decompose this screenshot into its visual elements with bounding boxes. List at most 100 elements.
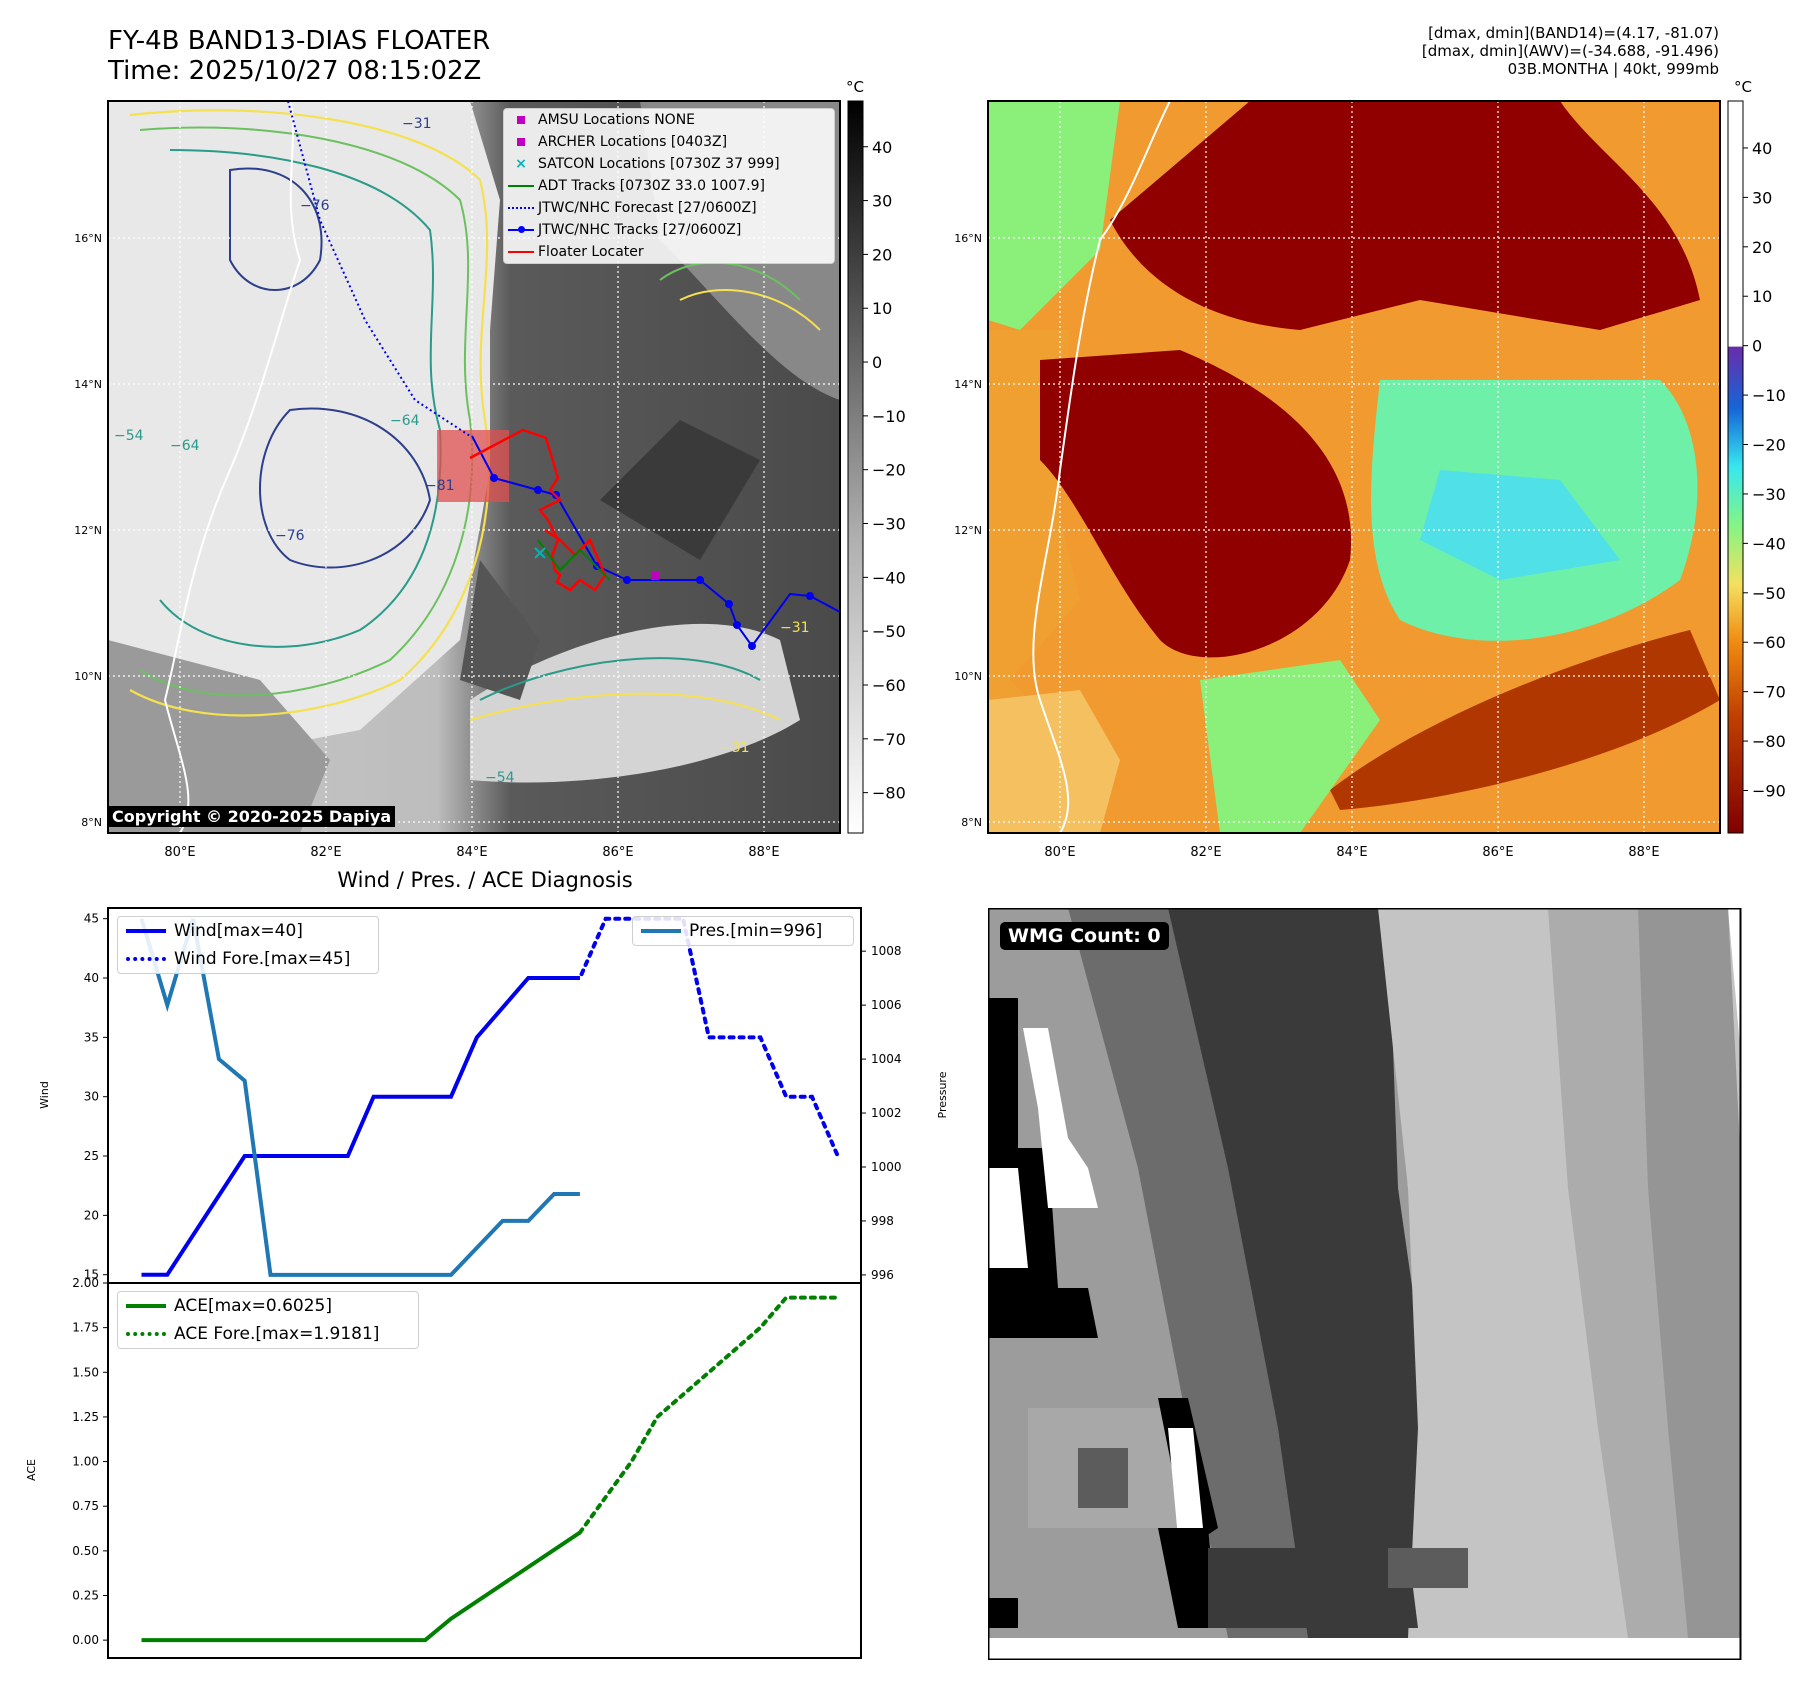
ace-legend: ACE[max=0.6025] ACE Fore.[max=1.9181] <box>117 1291 419 1349</box>
lat-tick-label: 14°N <box>954 378 982 391</box>
ace-tick-label: 0.75 <box>72 1499 99 1513</box>
colorbar-tick-label: 40 <box>872 138 892 157</box>
colorbar-tick-label: 30 <box>1752 188 1772 207</box>
floater-box <box>437 430 509 502</box>
colorbar-tick-label: −80 <box>1752 732 1786 751</box>
pressure-tick-label: 998 <box>871 1214 894 1228</box>
contour-label: −81 <box>425 478 455 494</box>
figure-title: FY-4B BAND13-DIAS FLOATER Time: 2025/10/2… <box>108 26 490 86</box>
pressure-tick-label: 1008 <box>871 944 902 958</box>
colorbar-tick-label: −50 <box>872 622 906 641</box>
colorbar-tick-label: −60 <box>872 676 906 695</box>
series-line <box>141 1530 582 1643</box>
pressure-tick-label: 1002 <box>871 1106 902 1120</box>
wind-tick-label: 35 <box>84 1030 99 1044</box>
wind-tick-label: 25 <box>84 1149 99 1163</box>
awv-range: [dmax, dmin](AWV)=(-34.688, -91.496) <box>1421 42 1719 60</box>
wind-tick-label: 45 <box>84 912 99 926</box>
contour-label: −64 <box>170 438 200 454</box>
map-legend-label: JTWC/NHC Forecast [27/0600Z] <box>538 200 757 216</box>
colorbar-tick-label: 20 <box>872 245 892 264</box>
diagnosis-panel: Wind / Pres. / ACE Diagnosis Wind Pressu… <box>25 868 949 1659</box>
contour-label: −31 <box>780 620 810 636</box>
map-legend-item: ARCHER Locations [0403Z] <box>504 131 834 153</box>
legend-symbol: × <box>515 156 527 172</box>
ace-tick-label: 0.00 <box>72 1633 99 1647</box>
lon-tick-label: 84°E <box>1336 845 1367 860</box>
wind-tick-label: 15 <box>84 1268 99 1282</box>
series-legend-label: ACE[max=0.6025] <box>174 1296 332 1316</box>
colorbar-tick-label: −70 <box>1752 683 1786 702</box>
diagnosis-title: Wind / Pres. / ACE Diagnosis <box>337 868 632 892</box>
ace-tick-label: 1.75 <box>72 1321 99 1335</box>
colorbar-tick-label: 40 <box>1752 139 1772 158</box>
lat-tick-label: 10°N <box>74 670 102 683</box>
map-legend-label: ADT Tracks [0730Z 33.0 1007.9] <box>538 178 765 194</box>
wind-tick-label: 30 <box>84 1090 99 1104</box>
series-legend-swatch <box>118 1304 174 1308</box>
series-legend-label: ACE Fore.[max=1.9181] <box>174 1324 380 1344</box>
series-legend-item: Pres.[min=996] <box>633 917 853 945</box>
ir-imagery <box>108 101 840 833</box>
series-legend-swatch <box>118 929 174 933</box>
colorbar-tick-label: −90 <box>1752 781 1786 800</box>
series-legend-label: Wind Fore.[max=45] <box>174 949 351 969</box>
series-legend-swatch <box>118 957 174 961</box>
legend-symbol <box>504 116 538 124</box>
legend-symbol <box>504 207 538 209</box>
ace-tick-label: 2.00 <box>72 1276 99 1290</box>
floater-locater-track <box>469 428 607 592</box>
storm-info: 03B.MONTHA | 40kt, 999mb <box>1507 60 1719 78</box>
colorbar-tick-label: 10 <box>872 299 892 318</box>
contour-label: −31 <box>402 116 432 132</box>
series-legend-swatch <box>118 1332 174 1336</box>
wind-axis-label: Wind <box>38 1081 51 1109</box>
colorbar-tick-label: −60 <box>1752 633 1786 652</box>
archer-marker <box>651 572 659 580</box>
legend-symbol <box>504 251 538 253</box>
lon-tick-label: 86°E <box>1482 845 1513 860</box>
wmg-panel <box>988 908 1742 1660</box>
ace-tick-label: 1.50 <box>72 1365 99 1379</box>
map-legend-item: ADT Tracks [0730Z 33.0 1007.9] <box>504 175 834 197</box>
colorbar-tick-label: −70 <box>872 730 906 749</box>
colorbar-tick-label: 30 <box>872 192 892 211</box>
series-legend-label: Pres.[min=996] <box>689 921 823 941</box>
wind-legend: Wind[max=40] Wind Fore.[max=45] <box>117 916 379 974</box>
map-legend-item: × SATCON Locations [0730Z 37 999] <box>504 153 834 175</box>
contour-label: −76 <box>275 528 305 544</box>
ace-tick-label: 1.00 <box>72 1455 99 1469</box>
legend-symbol <box>504 226 538 233</box>
copyright-label: Copyright © 2020-2025 Dapiya <box>108 806 396 827</box>
colorbar-tick-label: −20 <box>1752 436 1786 455</box>
colorbar-tick-label: −10 <box>872 407 906 426</box>
series-legend-label: Wind[max=40] <box>174 921 303 941</box>
lon-tick-label: 80°E <box>1044 845 1075 860</box>
title-line-2: Time: 2025/10/27 08:15:02Z <box>108 56 482 86</box>
contour-label: −64 <box>390 413 420 429</box>
lon-tick-label: 82°E <box>1190 845 1221 860</box>
awv-colorbar <box>1727 100 1744 834</box>
colorbar-tick-label: −20 <box>872 461 906 480</box>
wind-tick-label: 40 <box>84 971 99 985</box>
ace-tick-label: 0.25 <box>72 1589 99 1603</box>
series-line <box>552 916 840 1158</box>
contour-label: −31 <box>720 740 750 756</box>
ace-tick-label: 1.25 <box>72 1410 99 1424</box>
series-legend-item: ACE[max=0.6025] <box>118 1292 418 1320</box>
series-legend-swatch <box>633 929 689 933</box>
colorbar-tick-label: −30 <box>1752 485 1786 504</box>
lat-tick-label: 16°N <box>954 232 982 245</box>
awv-colorbar-unit: °C <box>1734 78 1752 96</box>
colorbar-tick-label: 10 <box>1752 287 1772 306</box>
colorbar-tick-label: −30 <box>872 515 906 534</box>
map-legend-label: JTWC/NHC Tracks [27/0600Z] <box>538 222 742 238</box>
map-legend-item: AMSU Locations NONE <box>504 109 834 131</box>
contour-label: −54 <box>485 770 515 786</box>
map-legend-label: SATCON Locations [0730Z 37 999] <box>538 156 780 172</box>
contour-label: −54 <box>114 428 144 444</box>
pressure-tick-label: 1006 <box>871 998 902 1012</box>
series-legend-item: ACE Fore.[max=1.9181] <box>118 1320 418 1348</box>
series-line <box>141 976 580 1277</box>
map-legend-item: Floater Locater <box>504 241 834 263</box>
